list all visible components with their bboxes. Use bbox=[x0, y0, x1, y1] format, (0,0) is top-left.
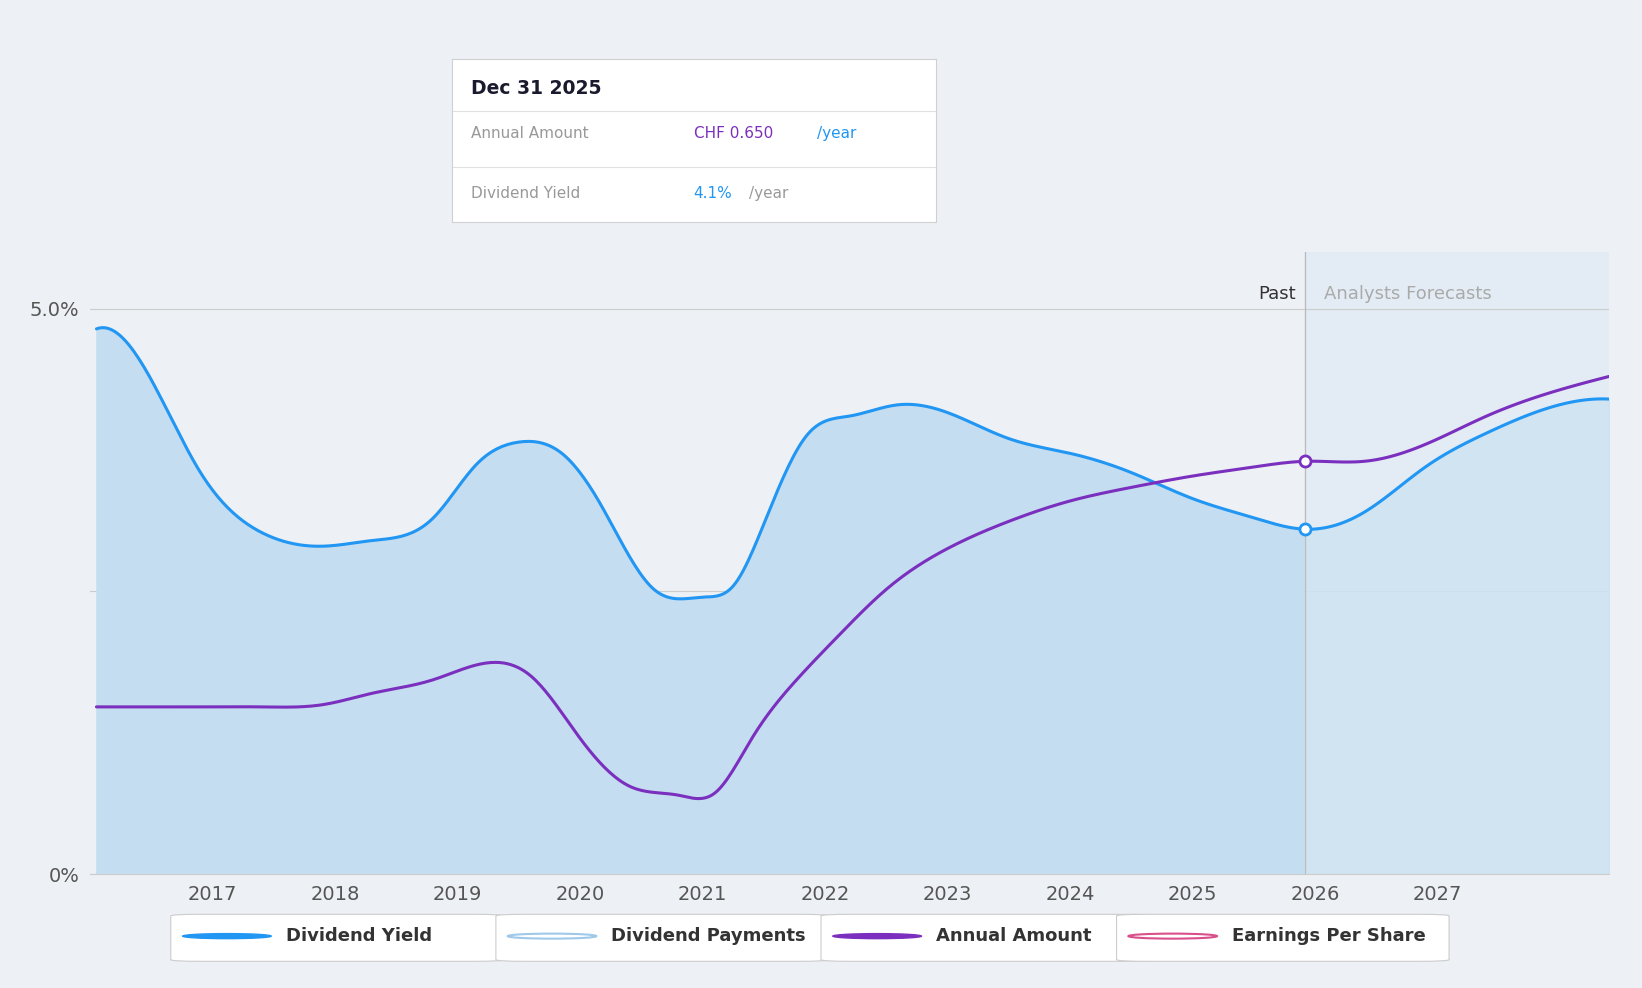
FancyBboxPatch shape bbox=[1117, 914, 1448, 961]
Circle shape bbox=[182, 934, 271, 939]
Text: Annual Amount: Annual Amount bbox=[471, 125, 588, 141]
Text: /year: /year bbox=[818, 125, 857, 141]
Text: Analysts Forecasts: Analysts Forecasts bbox=[1323, 285, 1491, 303]
Text: Dividend Payments: Dividend Payments bbox=[611, 927, 806, 946]
Circle shape bbox=[1128, 934, 1217, 939]
Circle shape bbox=[832, 934, 921, 939]
Text: Dividend Yield: Dividend Yield bbox=[286, 927, 432, 946]
Text: Dividend Yield: Dividend Yield bbox=[471, 187, 580, 202]
Text: Annual Amount: Annual Amount bbox=[936, 927, 1092, 946]
Text: Earnings Per Share: Earnings Per Share bbox=[1232, 927, 1425, 946]
FancyBboxPatch shape bbox=[496, 914, 829, 961]
Bar bbox=[1305, 252, 1642, 874]
FancyBboxPatch shape bbox=[171, 914, 504, 961]
FancyBboxPatch shape bbox=[821, 914, 1153, 961]
Circle shape bbox=[507, 934, 596, 939]
Text: Dec 31 2025: Dec 31 2025 bbox=[471, 79, 601, 98]
Text: /year: /year bbox=[749, 187, 788, 202]
Text: 4.1%: 4.1% bbox=[695, 187, 732, 202]
Text: Past: Past bbox=[1258, 285, 1296, 303]
Text: CHF 0.650: CHF 0.650 bbox=[695, 125, 773, 141]
